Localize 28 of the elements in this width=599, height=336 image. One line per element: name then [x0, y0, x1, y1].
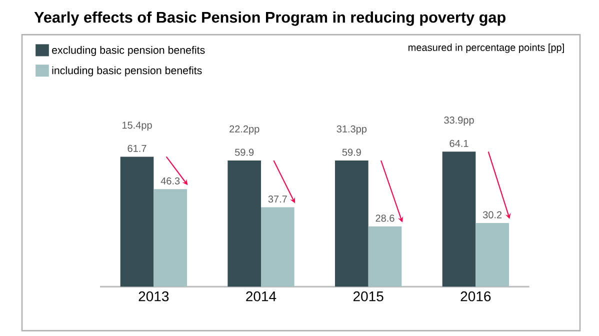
data-label: 30.2 [482, 211, 502, 218]
data-label: 61.7 [128, 144, 146, 152]
chart-title: Yearly effects of Basic Pension Program in reducing poverty gap [34, 11, 506, 26]
x-tick-label: 2013 [138, 291, 169, 302]
x-tick-label: 2016 [460, 291, 491, 302]
x-tick-label: 2015 [353, 291, 384, 302]
bar [368, 226, 402, 287]
data-label: 64.1 [450, 140, 468, 147]
bar [335, 160, 368, 287]
bar [261, 207, 294, 287]
data-label: 37.7 [268, 195, 287, 203]
bar [228, 160, 261, 287]
text: measured in percentage points [pp] [408, 44, 564, 53]
bar [476, 223, 509, 287]
text: 33.9pp [444, 116, 474, 126]
bar [154, 189, 187, 287]
text: 31.3pp [336, 125, 367, 134]
data-label: 59.9 [235, 148, 254, 156]
data-label: 28.6 [376, 214, 394, 222]
data-label: 59.9 [342, 148, 361, 156]
text: 22.2pp [230, 125, 260, 134]
bar [442, 152, 476, 287]
data-label: 46.3 [160, 177, 180, 184]
text: 15.4pp [122, 122, 152, 131]
legend-label: excluding basic pension benefits [52, 46, 205, 56]
legend-label: including basic pension benefits [52, 66, 202, 76]
x-tick-label: 2014 [246, 291, 276, 302]
bar [120, 156, 154, 287]
